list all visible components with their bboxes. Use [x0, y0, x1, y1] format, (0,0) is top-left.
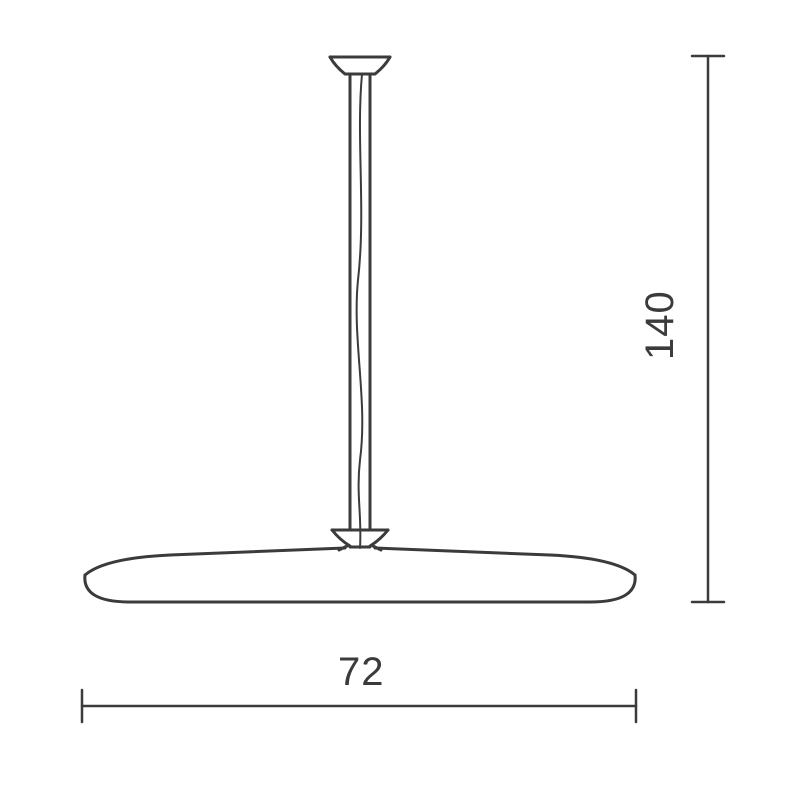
drawing-canvas: [0, 0, 800, 800]
height-dimension-label: 140: [640, 290, 680, 360]
width-dimension-label: 72: [338, 652, 385, 692]
technical-drawing: 72 140: [0, 0, 800, 800]
